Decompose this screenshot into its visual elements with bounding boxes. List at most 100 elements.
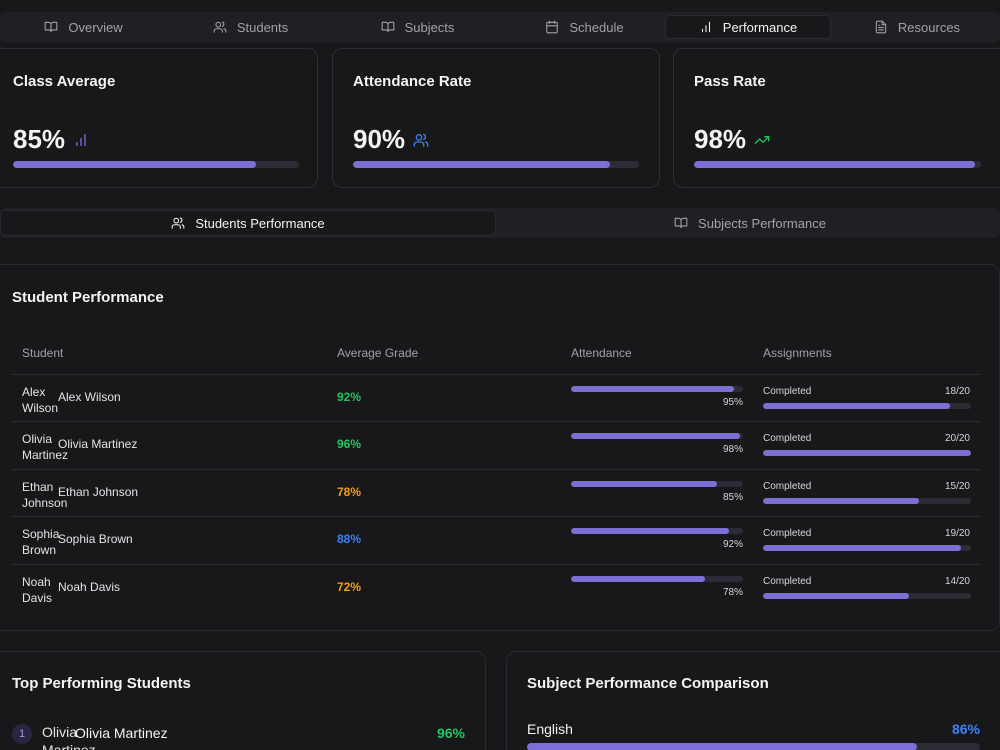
book-open-icon <box>674 217 688 229</box>
bar-fill <box>763 450 971 457</box>
table-row[interactable]: Olivia Martinez Olivia Martinez 96% 98% … <box>0 421 1000 468</box>
card-value: 90% <box>353 124 429 155</box>
main-tabs: Overview Students Subjects Schedule Perf… <box>0 12 1000 42</box>
table-row[interactable]: Alex Wilson Alex Wilson 92% 95% Complete… <box>0 374 1000 421</box>
rank-badge: 1 <box>12 724 32 744</box>
tab-label: Performance <box>722 19 798 35</box>
attendance-bar <box>571 433 743 440</box>
table-row[interactable]: Noah Davis Noah Davis 72% 78% Completed … <box>0 564 1000 611</box>
attendance-percent: 92% <box>722 539 743 551</box>
tab-resources[interactable]: Resources <box>834 15 1000 39</box>
average-grade: 78% <box>337 484 362 499</box>
assignments-label: Completed <box>763 433 812 445</box>
table-row[interactable]: Ethan Johnson Ethan Johnson 78% 85% Comp… <box>0 469 1000 516</box>
subject-bar <box>527 743 980 750</box>
tab-label: Subjects <box>404 19 455 35</box>
student-name: Sophia Brown <box>58 532 133 547</box>
bar-fill <box>763 592 909 599</box>
trending-up-icon <box>754 135 770 144</box>
tab-students[interactable]: Students <box>167 15 334 39</box>
column-header-student: Student <box>22 346 64 360</box>
assignments-bar <box>763 592 971 599</box>
column-header-attendance: Attendance <box>571 346 632 360</box>
tab-subjects-performance[interactable]: Subjects Performance <box>500 210 1000 236</box>
assignments-bar <box>763 497 971 504</box>
assignments-label: Completed <box>763 528 812 540</box>
average-grade: 72% <box>337 579 362 594</box>
attendance-percent: 78% <box>722 586 743 598</box>
assignments-bar <box>763 403 971 409</box>
attendance-bar <box>571 575 743 582</box>
attendance-rate-value: 90% <box>353 124 406 154</box>
row-divider <box>12 563 980 565</box>
subtab-label: Subjects Performance <box>698 215 826 231</box>
book-open-icon <box>381 21 394 33</box>
attendance-percent: 98% <box>722 444 743 456</box>
student-name: Olivia Martinez <box>58 437 138 452</box>
table-row[interactable]: Sophia Brown Sophia Brown 88% 92% Comple… <box>0 516 1000 563</box>
users-icon <box>213 21 227 33</box>
row-divider <box>12 516 980 518</box>
assignments-count: 18/20 <box>944 386 970 397</box>
student-name: Noah Davis <box>58 579 121 594</box>
assignments-count: 15/20 <box>944 480 970 492</box>
student-short-name: Noah Davis <box>22 574 53 605</box>
bar-fill <box>763 403 951 409</box>
average-grade: 92% <box>337 390 362 404</box>
tab-subjects[interactable]: Subjects <box>334 15 501 39</box>
subject-comparison-panel <box>506 651 1000 750</box>
tab-label: Schedule <box>569 19 624 35</box>
subtab-label: Students Performance <box>195 215 325 231</box>
assignments-count: 19/20 <box>944 528 970 540</box>
student-short-name: Sophia Brown <box>22 527 60 558</box>
row-divider <box>12 374 980 375</box>
student-short-name: Olivia Martinez <box>42 724 96 750</box>
attendance-percent: 95% <box>722 397 743 408</box>
panel-title: Student Performance <box>12 289 164 306</box>
subject-value: 86% <box>951 721 980 737</box>
users-icon <box>413 133 429 147</box>
bar-fill <box>353 161 611 168</box>
attendance-bar <box>571 480 743 487</box>
assignments-label: Completed <box>763 575 812 587</box>
bar-chart-icon <box>701 21 710 33</box>
bar-fill <box>571 480 718 487</box>
attendance-bar <box>571 528 743 535</box>
bar-fill <box>763 545 961 552</box>
card-title: Pass Rate <box>694 73 766 90</box>
panel-title: Top Performing Students <box>12 675 191 692</box>
tab-students-performance[interactable]: Students Performance <box>0 210 496 236</box>
student-name: Alex Wilson <box>58 390 121 404</box>
pass-rate-bar <box>694 161 981 168</box>
card-value: 85% <box>13 124 89 155</box>
assignments-bar <box>763 450 971 457</box>
assignments-count: 20/20 <box>944 433 970 445</box>
book-open-icon <box>45 21 58 33</box>
bar-fill <box>571 528 730 535</box>
class-average-value: 85% <box>13 124 66 154</box>
card-title: Class Average <box>13 73 116 90</box>
assignments-bar <box>763 545 971 552</box>
tab-schedule[interactable]: Schedule <box>501 15 668 39</box>
tab-label: Resources <box>897 19 961 35</box>
bar-fill <box>571 386 735 392</box>
row-divider <box>12 421 980 423</box>
class-average-bar <box>13 161 299 168</box>
users-icon <box>171 217 185 229</box>
panel-title: Subject Performance Comparison <box>527 675 769 692</box>
bar-fill <box>527 743 917 750</box>
bar-fill <box>694 161 976 168</box>
average-grade: 96% <box>337 437 362 452</box>
file-text-icon <box>875 20 887 34</box>
tab-overview[interactable]: Overview <box>0 15 167 39</box>
average-grade: 88% <box>337 532 362 547</box>
tab-performance[interactable]: Performance <box>665 15 831 39</box>
student-name: Olivia Martinez <box>75 725 168 741</box>
student-grade: 96% <box>436 725 465 741</box>
top-students-panel <box>0 651 486 750</box>
assignments-label: Completed <box>763 386 812 397</box>
pass-rate-value: 98% <box>694 124 747 154</box>
bar-fill <box>763 497 919 504</box>
bar-fill <box>571 575 706 582</box>
attendance-bar <box>571 386 743 392</box>
